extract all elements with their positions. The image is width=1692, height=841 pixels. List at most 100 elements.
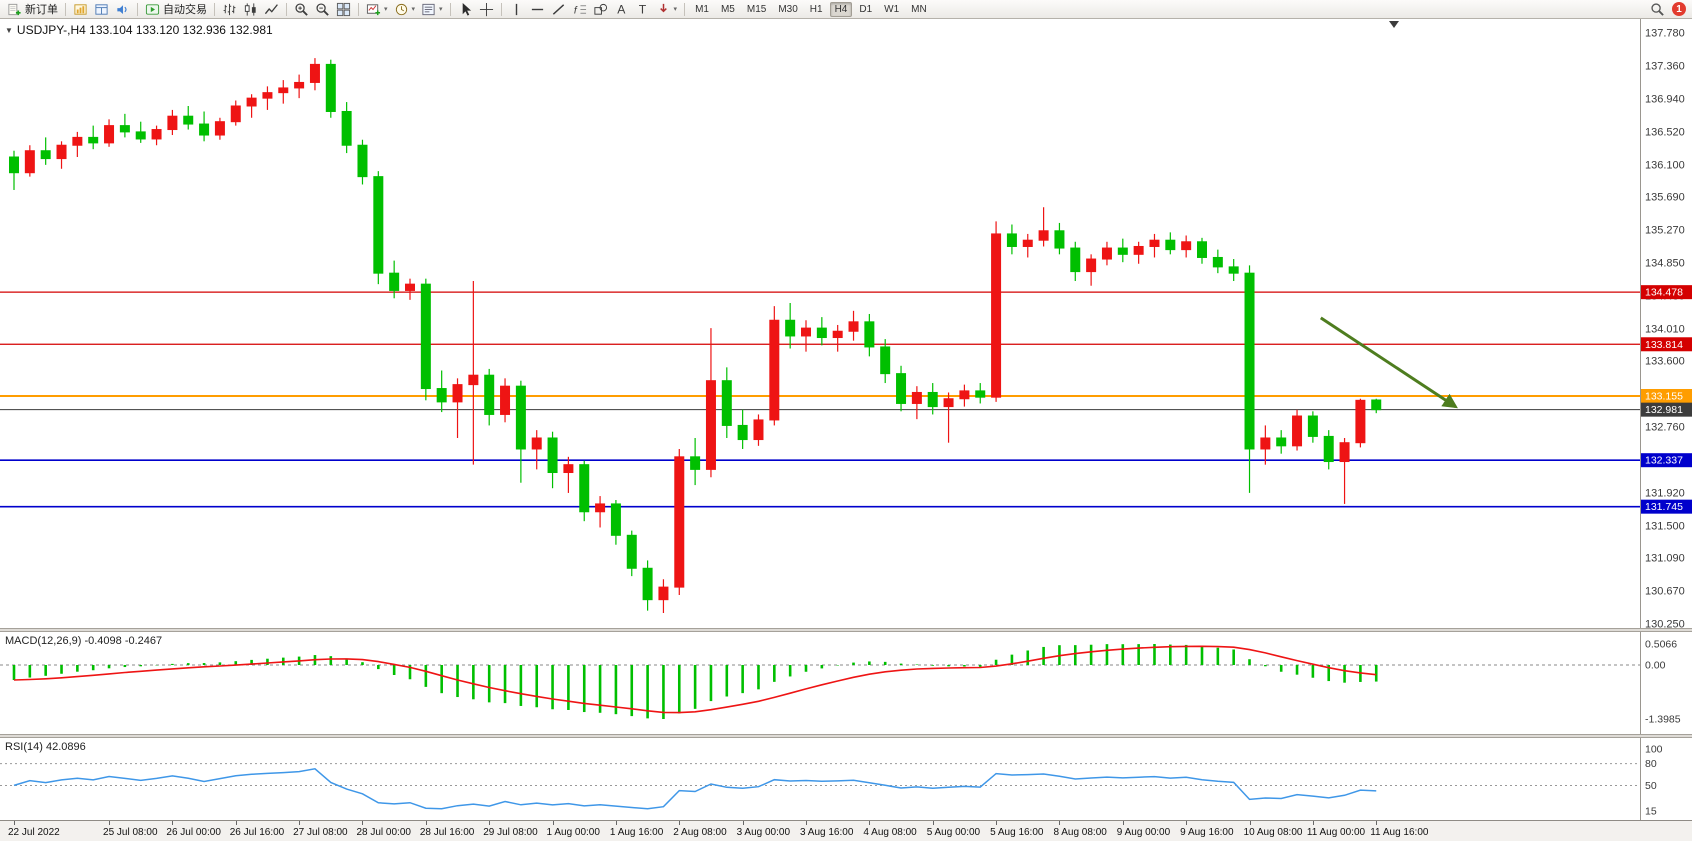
trend-arrow[interactable]: [1319, 316, 1458, 409]
timeframe-button-m15[interactable]: M15: [746, 3, 767, 15]
support-line-2-label-box: [1641, 499, 1692, 514]
zoom-out-button[interactable]: [312, 1, 333, 18]
timeframe-button-m30[interactable]: M30: [778, 3, 798, 15]
text-label-icon: T: [638, 2, 646, 16]
candle: [785, 302, 796, 349]
zoom-in-button[interactable]: [291, 1, 312, 18]
candlestick-mode-button[interactable]: [240, 1, 261, 18]
bar-chart-mode-button[interactable]: [219, 1, 240, 18]
candle: [880, 339, 891, 384]
timeframe-button-h4[interactable]: H4: [829, 1, 853, 17]
panel-splitter[interactable]: [0, 628, 1692, 632]
label-tool-button[interactable]: T: [632, 1, 653, 18]
resistance-line-2-label-box: [1641, 337, 1692, 352]
price-axis-label: 132.760: [1645, 422, 1685, 434]
text-tool-button[interactable]: A: [611, 1, 632, 18]
candle: [341, 102, 352, 154]
price-axis-label: 136.940: [1645, 93, 1685, 105]
panel-splitter[interactable]: [0, 734, 1692, 738]
macd-indicator-panel[interactable]: MACD(12,26,9) -0.4098 -0.2467 0.5066 0.00…: [0, 632, 1692, 734]
rsi-axis-label: 50: [1645, 780, 1657, 792]
timeframe-button-mn[interactable]: MN: [911, 3, 927, 15]
rsi-indicator-label: RSI(14) 42.0896: [5, 741, 86, 753]
price-axis-label: 133.600: [1645, 356, 1685, 368]
shapes-tool-button[interactable]: [590, 1, 611, 18]
chart-shift-marker-icon[interactable]: [1389, 21, 1399, 28]
price-chart-panel[interactable]: ▼ USDJPY-,H4 133.104 133.120 132.936 132…: [0, 19, 1692, 628]
horizontal-line-tool-button[interactable]: [527, 1, 548, 18]
toolbar-separator: [449, 2, 451, 16]
new-order-button[interactable]: 新订单: [4, 1, 61, 18]
new-chart-button[interactable]: ▾: [363, 1, 391, 18]
time-axis-label: 9 Aug 16:00: [1180, 827, 1234, 838]
candle: [943, 392, 954, 443]
time-axis-label: 10 Aug 08:00: [1243, 827, 1303, 838]
time-axis-label: 29 Jul 08:00: [483, 827, 538, 838]
timeframe-button-w1[interactable]: W1: [884, 3, 900, 15]
candle: [515, 380, 526, 483]
line-chart-mode-button[interactable]: [261, 1, 282, 18]
time-axis-label: 4 Aug 08:00: [863, 827, 917, 838]
rsi-indicator-panel[interactable]: RSI(14) 42.0896 100 80 50 15: [0, 738, 1692, 820]
autotrading-button[interactable]: 自动交易: [142, 1, 210, 18]
data-window-icon: [95, 3, 108, 15]
search-button[interactable]: [1647, 1, 1668, 18]
timeframe-button-m5[interactable]: M5: [720, 3, 735, 15]
time-axis-tick: [1312, 821, 1314, 825]
candle: [547, 431, 558, 489]
crosshair-tool-button[interactable]: [476, 1, 497, 18]
price-chart-canvas[interactable]: 137.780 137.360 136.940 136.520 136.100 135.6…: [0, 19, 1692, 628]
candle: [325, 59, 336, 118]
candle: [1339, 437, 1350, 504]
timeframe-button-d1[interactable]: D1: [859, 3, 873, 15]
time-axis-tick: [742, 821, 744, 825]
sound-alerts-button[interactable]: [112, 1, 133, 18]
vertical-line-tool-button[interactable]: [506, 1, 527, 18]
time-axis-tick: [362, 821, 364, 825]
candle: [9, 150, 19, 190]
tile-windows-button[interactable]: [333, 1, 354, 18]
zoom-in-icon: [295, 2, 308, 16]
candle: [864, 313, 875, 357]
candle: [769, 306, 780, 426]
candle: [246, 94, 257, 118]
cursor-icon: [462, 2, 471, 16]
macd-canvas[interactable]: 0.5066 0.00 -1.3985: [0, 632, 1692, 734]
collapse-panel-icon[interactable]: ▼: [5, 25, 13, 35]
candle: [1323, 430, 1334, 470]
fibonacci-tool-button[interactable]: f: [569, 1, 590, 18]
time-axis-tick: [299, 821, 301, 825]
macd-histogram: [12, 644, 1378, 719]
arrows-tool-button[interactable]: ▾: [653, 1, 681, 18]
profiles-button[interactable]: ▾: [391, 1, 419, 18]
candle: [373, 171, 384, 285]
timeframe-button-h1[interactable]: H1: [809, 3, 823, 15]
candle: [911, 386, 922, 420]
candle: [294, 74, 305, 99]
templates-icon: [422, 3, 435, 15]
timeframe-button-m1[interactable]: M1: [695, 3, 709, 15]
candle: [56, 141, 67, 169]
rsi-canvas[interactable]: 100 80 50 15: [0, 738, 1692, 820]
candle: [1228, 259, 1239, 282]
notification-badge[interactable]: 1: [1672, 2, 1686, 16]
toolbar-separator: [214, 2, 215, 16]
price-axis-label: 134.010: [1645, 323, 1685, 335]
candle: [705, 328, 716, 478]
pivot-line-label-box: [1641, 388, 1692, 403]
time-axis-tick: [932, 821, 934, 825]
time-axis-label: 9 Aug 00:00: [1116, 827, 1171, 838]
data-window-button[interactable]: [91, 1, 112, 18]
sound-icon: [117, 4, 127, 14]
candle: [389, 260, 400, 299]
candle: [896, 365, 907, 412]
candle: [1006, 224, 1017, 255]
chart-title-text: USDJPY-,H4 133.104 133.120 132.936 132.9…: [16, 23, 273, 37]
trendline-tool-button[interactable]: [548, 1, 569, 18]
cursor-tool-button[interactable]: [455, 1, 476, 18]
time-axis[interactable]: 22 Jul 2022 25 Jul 08:00 26 Jul 00:00 26 Ju…: [0, 820, 1692, 841]
market-watch-button[interactable]: [70, 1, 91, 18]
candle: [721, 367, 732, 438]
templates-button[interactable]: ▾: [418, 1, 446, 18]
toolbar-separator: [500, 2, 502, 16]
